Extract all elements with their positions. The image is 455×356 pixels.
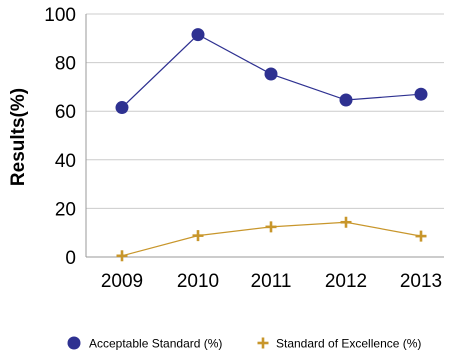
series-2: [116, 216, 427, 262]
axes: [85, 14, 444, 258]
data-point: [264, 67, 278, 81]
x-tick-label: 2012: [325, 271, 367, 292]
y-tick-label: 40: [55, 151, 76, 172]
data-point: [340, 216, 352, 228]
series-1: [115, 28, 428, 115]
data-point: [116, 250, 128, 262]
gridlines: [86, 13, 444, 209]
legend-label: Standard of Excellence (%): [276, 337, 421, 351]
data-point: [192, 230, 204, 242]
data-point: [265, 221, 277, 233]
data-point: [191, 28, 205, 42]
y-tick-label: 0: [65, 248, 76, 269]
data-point: [414, 87, 428, 101]
y-tick-label: 60: [55, 102, 76, 123]
x-tick-labels: 2009 2010 2011 2012 2013: [101, 271, 442, 292]
x-tick-label: 2013: [400, 271, 442, 292]
series-group: [115, 28, 428, 262]
data-point: [339, 93, 353, 107]
legend: Acceptable Standard (%) Standard of Excel…: [67, 336, 421, 351]
y-tick-labels: 0 20 40 60 80 100: [44, 5, 76, 269]
y-tick-label: 20: [55, 199, 76, 220]
y-axis-title: Results(%): [8, 88, 29, 186]
x-tick-label: 2011: [251, 271, 292, 292]
legend-marker: [67, 336, 81, 350]
data-point: [415, 230, 427, 242]
legend-item: Standard of Excellence (%): [257, 337, 421, 351]
x-tick-label: 2010: [177, 271, 219, 292]
legend-item: Acceptable Standard (%): [67, 336, 222, 351]
x-tick-label: 2009: [101, 271, 143, 292]
legend-marker: [257, 337, 269, 349]
y-tick-label: 100: [44, 5, 76, 26]
data-point: [115, 101, 129, 115]
legend-label: Acceptable Standard (%): [89, 337, 222, 351]
y-tick-label: 80: [55, 54, 76, 75]
